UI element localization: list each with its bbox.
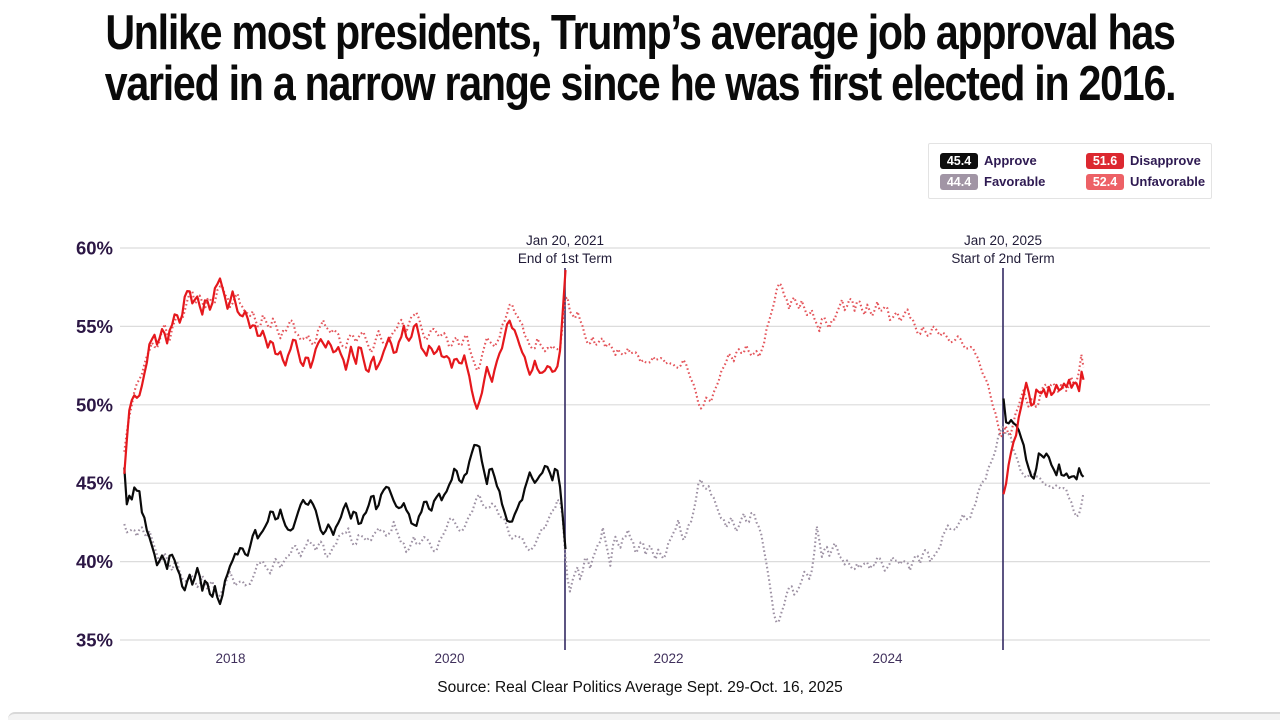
legend-item-disapprove: 51.6 Disapprove (1086, 152, 1205, 169)
page-title-line1: Unlike most presidents, Trump’s average … (105, 6, 1176, 60)
annotation-date: Jan 20, 2025 (964, 233, 1042, 248)
legend-item-approve: 45.4 Approve (940, 152, 1086, 169)
y-axis-tick: 45% (76, 473, 113, 494)
favorable-value-badge: 44.4 (940, 173, 978, 190)
annotation-date: Jan 20, 2021 (526, 233, 604, 248)
favorable-label: Favorable (984, 174, 1046, 189)
y-axis-tick: 55% (76, 316, 113, 337)
page-title: Unlike most presidents, Trump’s average … (102, 8, 1177, 110)
x-axis-tick: 2024 (872, 651, 903, 666)
disapprove-line (123, 269, 567, 474)
approve-line (123, 443, 567, 606)
chart-legend: 45.4 Approve 51.6 Disapprove 44.4 Favora… (928, 143, 1212, 199)
footer-bar (8, 712, 1280, 720)
annotation-term: End of 1st Term (518, 251, 612, 266)
annotation-term: Start of 2nd Term (951, 251, 1054, 266)
unfavorable-line (123, 282, 1085, 452)
approve-value-badge: 45.4 (940, 152, 978, 169)
approve-label: Approve (984, 153, 1037, 168)
y-axis-tick: 35% (76, 630, 113, 651)
legend-item-unfavorable: 52.4 Unfavorable (1086, 173, 1206, 190)
y-axis-tick: 40% (76, 551, 113, 572)
x-axis-tick: 2020 (434, 651, 464, 666)
disapprove-label: Disapprove (1130, 153, 1201, 168)
x-axis-tick: 2018 (215, 651, 245, 666)
disapprove-value-badge: 51.6 (1086, 152, 1124, 169)
y-axis-tick: 60% (76, 238, 113, 259)
page-title-line2: varied in a narrow range since he was fi… (104, 57, 1177, 111)
y-axis-tick: 50% (76, 394, 113, 415)
x-axis-tick: 2022 (653, 651, 683, 666)
unfavorable-label: Unfavorable (1130, 174, 1206, 189)
unfavorable-value-badge: 52.4 (1086, 173, 1124, 190)
disapprove-line (1002, 370, 1085, 495)
favorable-line (123, 425, 1085, 624)
legend-item-favorable: 44.4 Favorable (940, 173, 1086, 190)
source-credit: Source: Real Clear Politics Average Sept… (437, 679, 843, 696)
